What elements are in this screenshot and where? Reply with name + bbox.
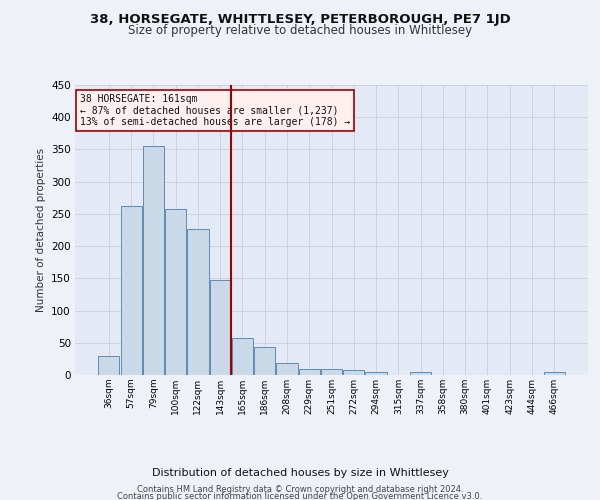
Text: 38, HORSEGATE, WHITTLESEY, PETERBOROUGH, PE7 1JD: 38, HORSEGATE, WHITTLESEY, PETERBOROUGH,…	[89, 12, 511, 26]
Bar	[254, 348, 275, 375]
Bar	[121, 206, 142, 375]
Text: Contains HM Land Registry data © Crown copyright and database right 2024.: Contains HM Land Registry data © Crown c…	[137, 484, 463, 494]
Bar	[143, 146, 164, 375]
Bar	[299, 368, 320, 375]
Text: Contains public sector information licensed under the Open Government Licence v3: Contains public sector information licen…	[118, 492, 482, 500]
Bar	[232, 338, 253, 375]
Text: 38 HORSEGATE: 161sqm
← 87% of detached houses are smaller (1,237)
13% of semi-de: 38 HORSEGATE: 161sqm ← 87% of detached h…	[80, 94, 350, 127]
Y-axis label: Number of detached properties: Number of detached properties	[35, 148, 46, 312]
Bar	[544, 372, 565, 375]
Bar	[321, 368, 342, 375]
Bar	[277, 364, 298, 375]
Bar	[187, 230, 209, 375]
Bar	[98, 356, 119, 375]
Bar	[365, 372, 386, 375]
Bar	[165, 208, 186, 375]
Bar	[209, 280, 231, 375]
Text: Distribution of detached houses by size in Whittlesey: Distribution of detached houses by size …	[152, 468, 448, 477]
Bar	[343, 370, 364, 375]
Text: Size of property relative to detached houses in Whittlesey: Size of property relative to detached ho…	[128, 24, 472, 37]
Bar	[410, 372, 431, 375]
